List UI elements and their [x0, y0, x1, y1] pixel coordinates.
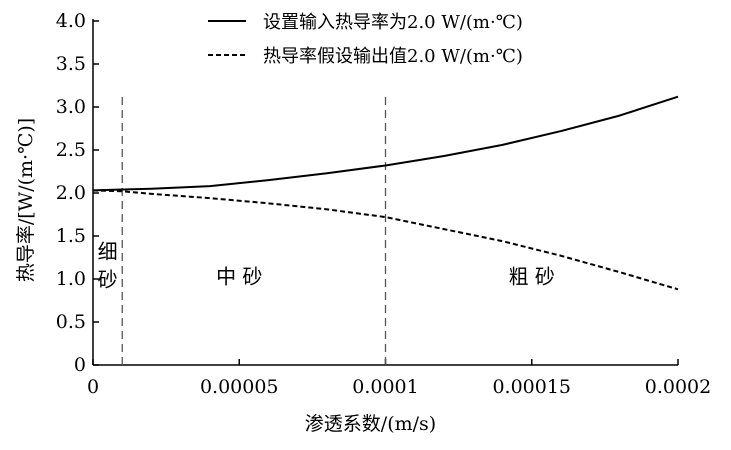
y-tick-label: 2.0 — [56, 182, 86, 204]
series-line-2 — [92, 189, 679, 291]
region-label-3: 粗 砂 — [509, 264, 555, 288]
region-label-2: 中 砂 — [216, 264, 262, 288]
y-tick-label: 2.5 — [56, 139, 86, 161]
y-tick-label: 3.0 — [56, 96, 86, 118]
y-tick-label: 1.0 — [56, 268, 86, 290]
y-tick-label: 4.0 — [56, 10, 86, 32]
legend-label-2: 热导率假设输出值2.0 W/(m·℃) — [263, 46, 523, 67]
axes: 0 0.5 1.0 1.5 2.0 2.5 3.0 3.5 4.0 0 0.00005 0.0001 0… — [56, 10, 711, 398]
y-tick-label: 0.5 — [56, 311, 86, 333]
legend: 设置输入热导率为2.0 W/(m·℃) 热导率假设输出值2.0 W/(m·℃) — [208, 12, 523, 67]
series-lines — [92, 95, 679, 291]
x-tick-label: 0.00015 — [492, 376, 571, 398]
x-tick-label: 0.0001 — [352, 376, 418, 398]
series-line-1 — [92, 95, 679, 192]
region-dividers — [121, 92, 387, 365]
y-axis-title: 热导率/[W/(m·℃)] — [15, 118, 37, 282]
x-axis-title: 渗透系数/(m/s) — [305, 413, 436, 435]
legend-label-1: 设置输入热导率为2.0 W/(m·℃) — [263, 12, 523, 33]
axis-titles: 渗透系数/(m/s) 热导率/[W/(m·℃)] — [15, 118, 436, 435]
x-tick-label: 0.00005 — [200, 376, 279, 398]
y-tick-label: 1.5 — [56, 225, 86, 247]
y-tick-label: 3.5 — [56, 53, 86, 75]
y-tick-label: 0 — [74, 354, 86, 376]
x-tick-label: 0 — [87, 376, 99, 398]
region-label-1: 细砂 — [98, 239, 118, 291]
x-tick-label: 0.0002 — [645, 376, 711, 398]
region-labels: 细砂 中 砂 粗 砂 — [98, 239, 555, 291]
